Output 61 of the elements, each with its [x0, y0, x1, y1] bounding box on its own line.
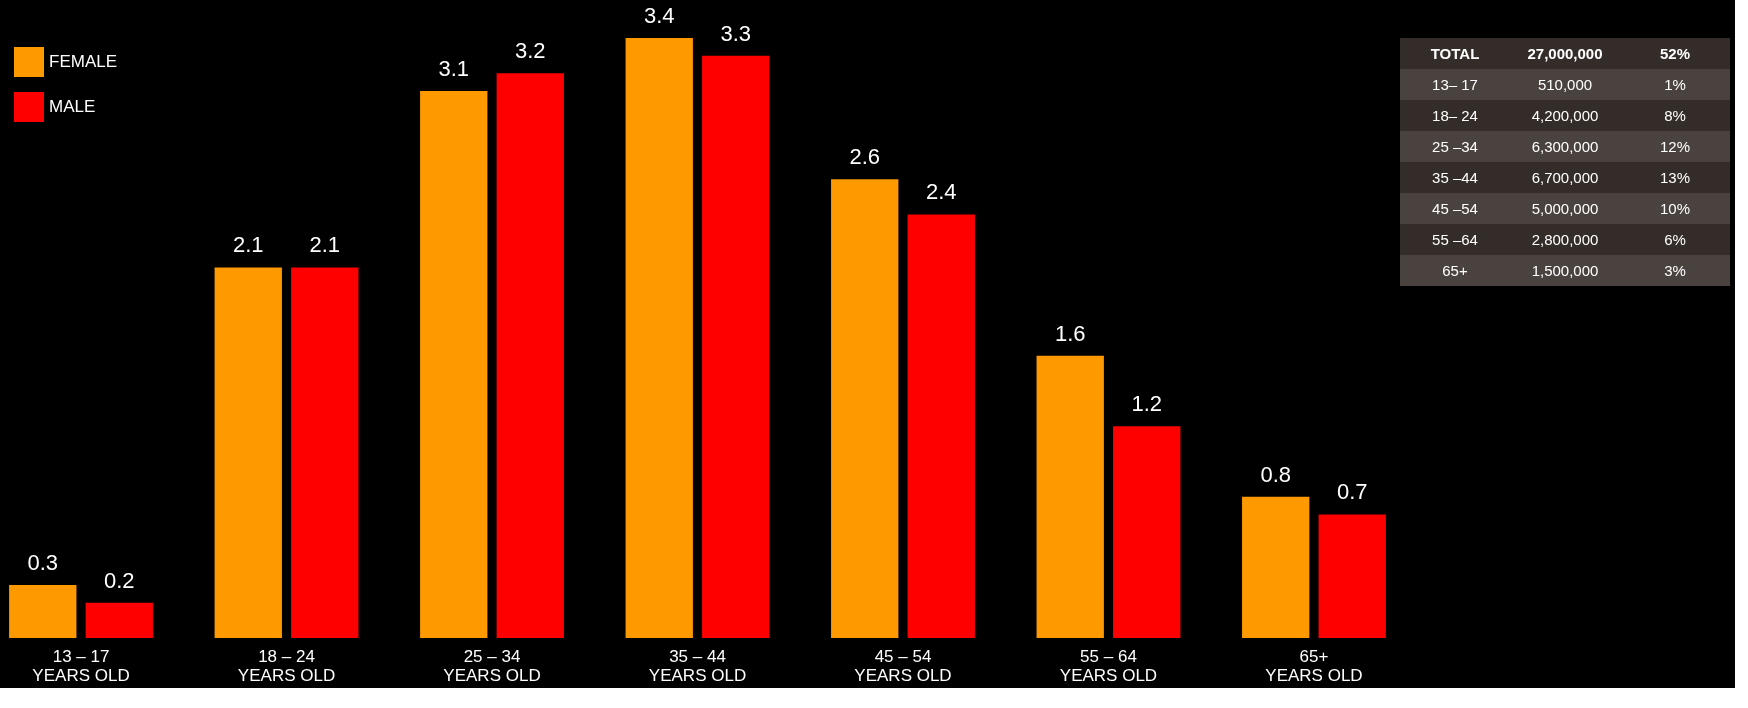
data-label: 0.2 [103, 567, 135, 593]
text: 3% [1664, 261, 1686, 279]
bar [291, 267, 359, 638]
bar [85, 602, 153, 638]
bar [1113, 426, 1181, 638]
text: 13% [1659, 168, 1691, 186]
text: 12% [1659, 137, 1691, 155]
data-label: 3.3 [720, 20, 752, 46]
x-tick-label: 35 – 44 YEARS OLD [648, 646, 747, 685]
bar [625, 38, 693, 638]
text: 6,300,000 [1531, 137, 1599, 155]
data-label: 2.1 [309, 232, 341, 258]
data-label: 1.6 [1054, 320, 1086, 346]
data-label: 0.8 [1260, 461, 1292, 487]
text: 4,200,000 [1531, 106, 1599, 124]
bar [420, 90, 488, 638]
text: 6,700,000 [1531, 168, 1599, 186]
text: 65+ [1442, 261, 1468, 279]
text: 25 –34 [1432, 137, 1478, 155]
bar [496, 73, 564, 638]
text: 1% [1664, 75, 1686, 93]
text: 52% [1659, 44, 1691, 62]
data-label: 0.7 [1336, 479, 1368, 505]
text: 45 –54 [1432, 199, 1478, 217]
bar [907, 214, 975, 638]
data-label: 2.1 [232, 232, 264, 258]
text: TOTAL [1430, 44, 1480, 62]
text: 35 –44 [1432, 168, 1478, 186]
text: 2,800,000 [1531, 230, 1599, 248]
text: 8% [1664, 106, 1686, 124]
bar [1242, 496, 1310, 638]
x-tick-label: 65+ YEARS OLD [1265, 646, 1363, 685]
text: 55 –64 [1432, 230, 1478, 248]
x-tick-label: 25 – 34 YEARS OLD [443, 646, 541, 685]
bar [702, 55, 770, 638]
text: 27,000,000 [1527, 44, 1603, 62]
data-label: 0.3 [27, 550, 59, 576]
bar [9, 585, 77, 638]
data-label: 2.4 [925, 179, 957, 205]
legend-label: FEMALE [49, 52, 118, 71]
x-tick-label: 18 – 24 YEARS OLD [237, 646, 336, 685]
x-tick-label: 55 – 64 YEARS OLD [1059, 646, 1158, 685]
text: 510,000 [1537, 75, 1593, 93]
text: 6% [1664, 230, 1686, 248]
x-tick-label: 45 – 54 YEARS OLD [854, 646, 952, 685]
bar [831, 179, 899, 638]
text: 5,000,000 [1531, 199, 1599, 217]
data-label: 3.2 [514, 38, 546, 64]
bar [1036, 355, 1104, 638]
data-label: 1.2 [1131, 391, 1163, 417]
bar [1318, 514, 1386, 638]
x-tick-label: 13 – 17 YEARS OLD [32, 646, 130, 685]
text: 10% [1659, 199, 1691, 217]
text: 18– 24 [1432, 106, 1478, 124]
text: 13– 17 [1432, 75, 1478, 93]
text: 1,500,000 [1531, 261, 1599, 279]
data-label: 2.6 [849, 144, 881, 170]
data-label: 3.1 [438, 55, 470, 81]
bar [214, 267, 282, 638]
legend-label: MALE [49, 97, 96, 116]
data-label: 3.4 [643, 3, 675, 28]
